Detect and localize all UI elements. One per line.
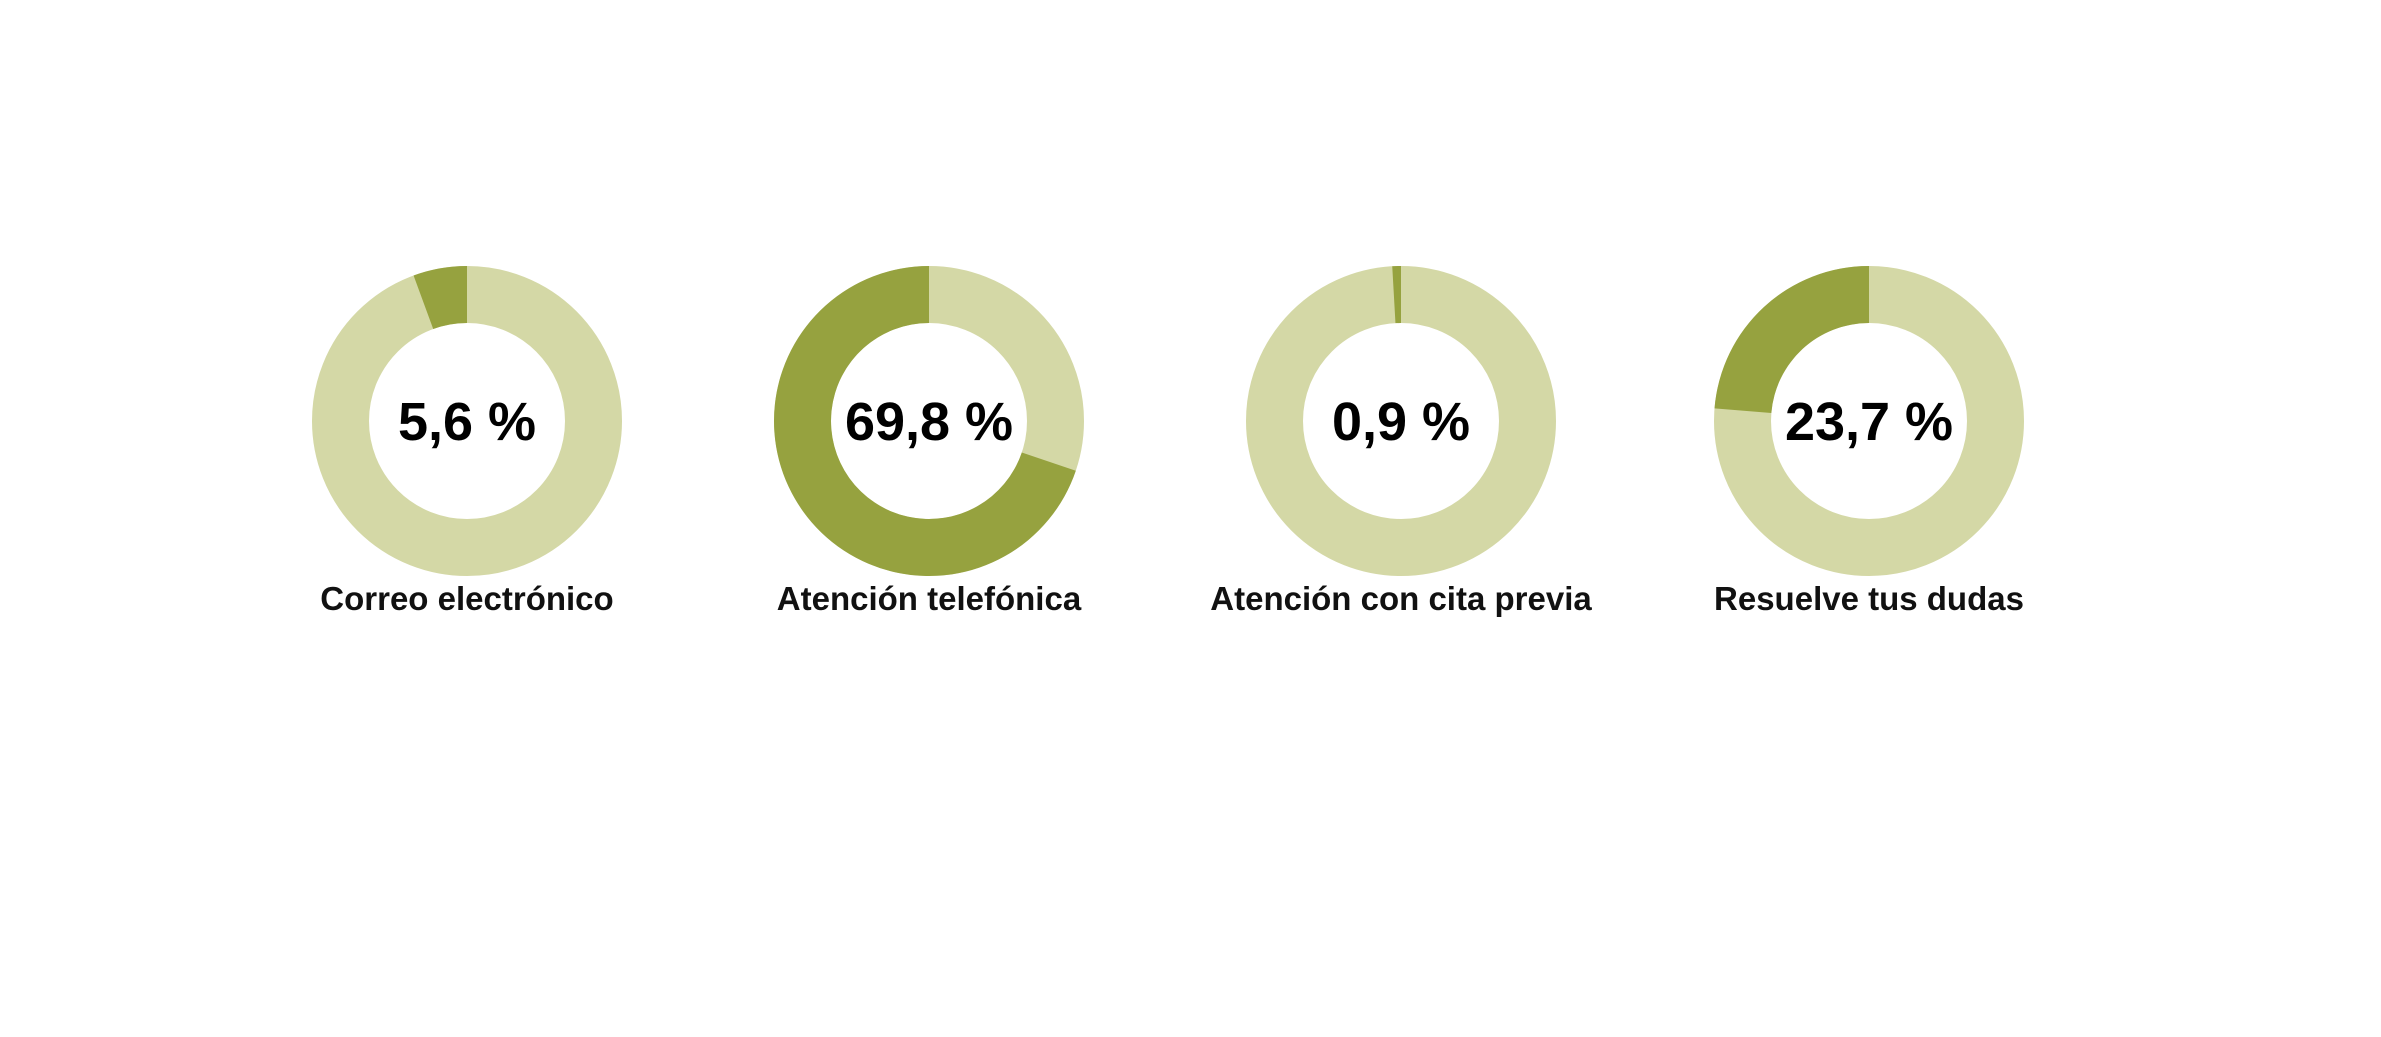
donut-value-slice (774, 266, 1076, 576)
donut-value-label: 23,7 % (1785, 392, 1953, 452)
donut-chart: 0,9 % Atención con cita previa (1210, 266, 1592, 617)
donut-category-label: Correo electrónico (320, 580, 613, 617)
donut-chart: 5,6 % Correo electrónico (312, 266, 622, 617)
donut-category-label: Resuelve tus dudas (1714, 580, 2024, 617)
donut-value-slice (413, 266, 467, 330)
donut-category-label: Atención con cita previa (1210, 580, 1592, 617)
donut-value-slice (1714, 266, 1869, 414)
donut-value-label: 0,9 % (1332, 392, 1470, 452)
donut-chart: 69,8 % Atención telefónica (774, 266, 1084, 617)
donut-chart: 23,7 % Resuelve tus dudas (1714, 266, 2024, 617)
donut-value-slice (1392, 266, 1401, 324)
donut-value-label: 5,6 % (398, 392, 536, 452)
donut-category-label: Atención telefónica (777, 580, 1082, 617)
donut-value-label: 69,8 % (845, 392, 1013, 452)
